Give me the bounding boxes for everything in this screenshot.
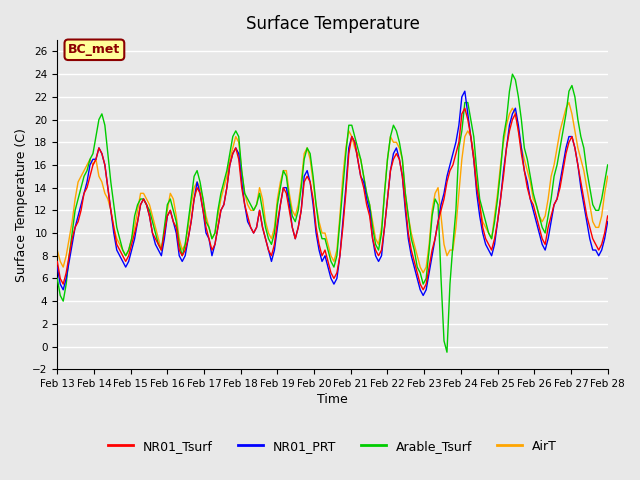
- Title: Surface Temperature: Surface Temperature: [246, 15, 419, 33]
- X-axis label: Time: Time: [317, 393, 348, 406]
- Text: BC_met: BC_met: [68, 43, 120, 56]
- Legend: NR01_Tsurf, NR01_PRT, Arable_Tsurf, AirT: NR01_Tsurf, NR01_PRT, Arable_Tsurf, AirT: [102, 435, 562, 458]
- Y-axis label: Surface Temperature (C): Surface Temperature (C): [15, 128, 28, 282]
